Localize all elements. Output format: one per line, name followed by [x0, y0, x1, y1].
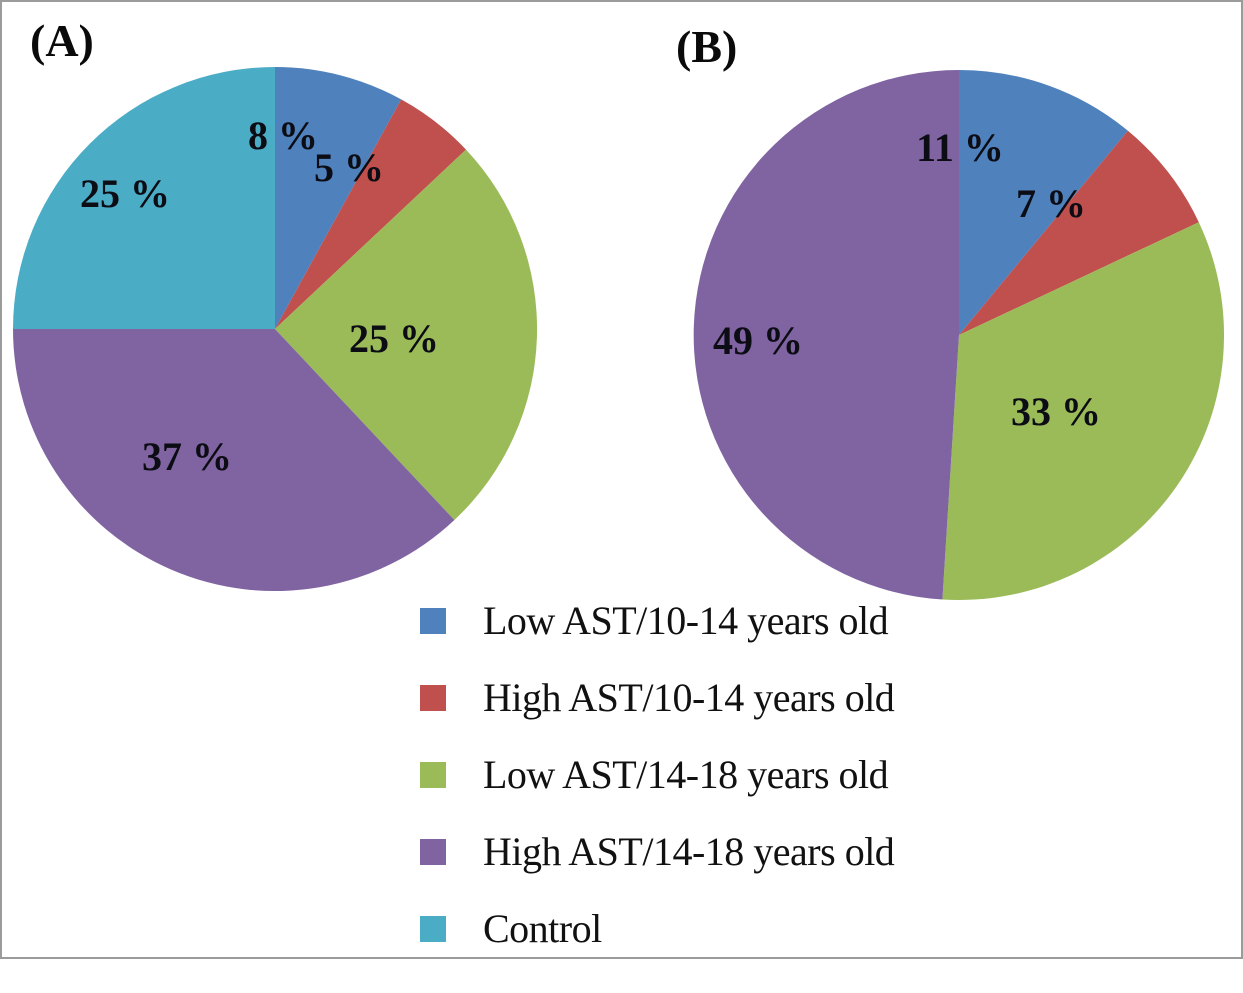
- pie-slice: [275, 99, 466, 330]
- legend-label: Control: [483, 906, 602, 951]
- legend-item-low-ast-14-18: Low AST/14-18 years old: [420, 752, 894, 797]
- pie-slice: [942, 222, 1225, 601]
- legend: Low AST/10-14 years old High AST/10-14 y…: [420, 598, 895, 993]
- pie-slice: [959, 130, 1199, 335]
- slice-percentage-label: 37 %: [142, 434, 232, 479]
- slice-percentage-label: 33 %: [1011, 389, 1101, 434]
- legend-swatch-teal-icon: [420, 916, 446, 942]
- pie-slice: [275, 67, 402, 329]
- pie-slice: [13, 67, 275, 329]
- panel-a-label: (A): [30, 15, 94, 66]
- legend-label: High AST/10-14 years old: [483, 675, 895, 720]
- pie-slice: [693, 69, 959, 600]
- pie-charts-svg: [12, 67, 1225, 601]
- slice-percentage-label: 8 %: [248, 113, 318, 158]
- slice-percentage-label: 49 %: [713, 318, 803, 363]
- legend-label: Low AST/10-14 years old: [483, 598, 889, 643]
- legend-label: Low AST/14-18 years old: [483, 752, 889, 797]
- pie-chart-a: [12, 67, 538, 592]
- panel-b-label: (B): [676, 21, 738, 72]
- slice-percentage-label: 11 %: [916, 125, 1004, 170]
- legend-swatch-purple-icon: [420, 839, 446, 865]
- legend-swatch-green-icon: [420, 762, 446, 788]
- slice-percentage-label: 5 %: [314, 145, 384, 190]
- slice-percentage-label: 25 %: [349, 316, 439, 361]
- legend-label: High AST/14-18 years old: [483, 829, 895, 874]
- legend-item-high-ast-10-14: High AST/10-14 years old: [420, 675, 895, 720]
- pie-chart-b: [693, 69, 1225, 601]
- legend-swatch-blue-icon: [420, 608, 446, 634]
- figure-canvas: (A) (B) Low AST/10-14 years old High AST…: [0, 0, 1243, 959]
- legend-item-control: Control: [420, 906, 894, 951]
- pie-slice: [12, 329, 455, 592]
- slice-percentage-label: 25 %: [80, 171, 170, 216]
- legend-item-high-ast-14-18: High AST/14-18 years old: [420, 829, 895, 874]
- legend-swatch-red-icon: [420, 685, 446, 711]
- pie-slice: [275, 149, 538, 520]
- legend-item-low-ast-10-14: Low AST/10-14 years old: [420, 598, 894, 643]
- slice-percentage-label: 7 %: [1016, 181, 1086, 226]
- pie-slice: [959, 70, 1128, 335]
